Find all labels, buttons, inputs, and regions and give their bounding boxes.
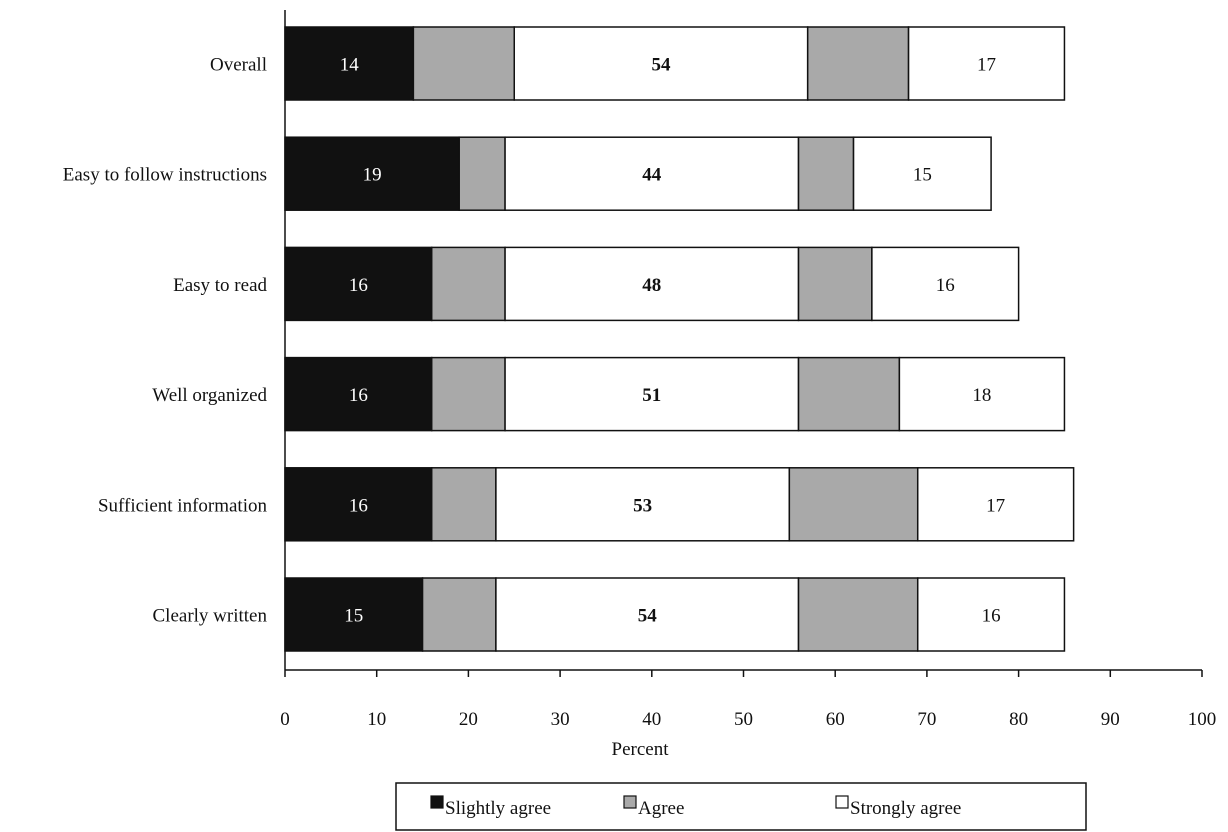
data-label: 19 xyxy=(363,165,382,186)
data-label: 15 xyxy=(913,165,932,186)
bars-group: 14 54 17 19 44 15 16 48 16 16 51 18 16 53 17 15 54 16 xyxy=(284,26,1075,652)
bar-segment xyxy=(797,577,919,652)
x-tick-label: 10 xyxy=(367,709,386,730)
x-tick-label: 20 xyxy=(459,709,478,730)
data-label: 16 xyxy=(349,385,368,406)
data-label: 44 xyxy=(642,165,662,186)
x-tick-label: 0 xyxy=(280,709,290,730)
bar-segment xyxy=(430,356,506,432)
data-label: 54 xyxy=(638,606,658,627)
data-label: 16 xyxy=(349,495,368,516)
data-label: 14 xyxy=(340,55,360,76)
bar-segment xyxy=(797,136,855,211)
x-tick-label: 60 xyxy=(826,709,845,730)
data-label: 16 xyxy=(349,275,368,296)
data-label: 54 xyxy=(651,55,671,76)
data-label: 17 xyxy=(977,55,996,76)
data-label: 15 xyxy=(344,606,363,627)
bar-segment xyxy=(513,26,809,101)
bar-segment xyxy=(430,467,497,542)
legend: Slightly agree Agree Strongly agree xyxy=(395,782,1087,831)
category-label: Well organized xyxy=(152,385,267,406)
legend-label: Strongly agree xyxy=(850,798,961,819)
category-label: Easy to read xyxy=(173,275,267,296)
bar-segment xyxy=(412,26,516,101)
data-label: 48 xyxy=(642,275,661,296)
bar-segment xyxy=(907,26,1066,101)
category-label: Sufficient information xyxy=(98,495,268,516)
bar-segment xyxy=(421,577,497,652)
bar-segment xyxy=(284,136,460,211)
x-tick-label: 50 xyxy=(734,709,753,730)
bar-segment xyxy=(898,356,1066,432)
category-label: Easy to follow instructions xyxy=(63,165,267,186)
legend-swatch xyxy=(430,795,444,809)
axes-group: 0 10 20 30 40 50 60 70 80 90 100 xyxy=(280,10,1216,730)
category-label: Clearly written xyxy=(153,606,268,627)
legend-box xyxy=(395,782,1087,831)
bar-segment xyxy=(797,356,901,432)
data-label: 16 xyxy=(936,275,955,296)
data-label: 18 xyxy=(972,385,991,406)
bar-segment xyxy=(495,467,791,542)
bar-segment xyxy=(284,26,415,101)
bar-segment xyxy=(788,467,919,542)
x-tick-label: 80 xyxy=(1009,709,1028,730)
bar-segment xyxy=(284,467,433,542)
category-labels: Overall Easy to follow instructions Easy t… xyxy=(63,55,268,627)
bar-segment xyxy=(504,246,800,322)
data-label: 53 xyxy=(633,495,652,516)
x-tick-label: 70 xyxy=(917,709,936,730)
x-tick-label: 90 xyxy=(1101,709,1120,730)
bar-segment xyxy=(495,577,800,652)
category-label: Overall xyxy=(210,55,267,76)
bar-segment xyxy=(916,467,1075,542)
bar-segment xyxy=(504,136,800,211)
legend-label: Agree xyxy=(638,798,684,819)
x-tick-label: 40 xyxy=(642,709,661,730)
data-label: 17 xyxy=(986,495,1005,516)
bar-segment xyxy=(284,356,433,432)
bar-segment xyxy=(458,136,506,211)
bar-segment xyxy=(797,246,873,322)
bar-segment xyxy=(806,26,910,101)
legend-label: Slightly agree xyxy=(445,798,551,819)
data-label: 16 xyxy=(982,606,1001,627)
bar-segment xyxy=(916,577,1066,652)
bar-segment xyxy=(852,136,992,211)
bar-segment xyxy=(430,246,506,322)
legend-swatch xyxy=(835,795,849,809)
data-label: 51 xyxy=(642,385,661,406)
legend-swatch xyxy=(623,795,637,809)
x-tick-label: 30 xyxy=(551,709,570,730)
x-tick-label: 100 xyxy=(1188,709,1217,730)
bar-segment xyxy=(871,246,1020,322)
bar-segment xyxy=(284,246,433,322)
x-axis-title: Percent xyxy=(612,739,670,760)
